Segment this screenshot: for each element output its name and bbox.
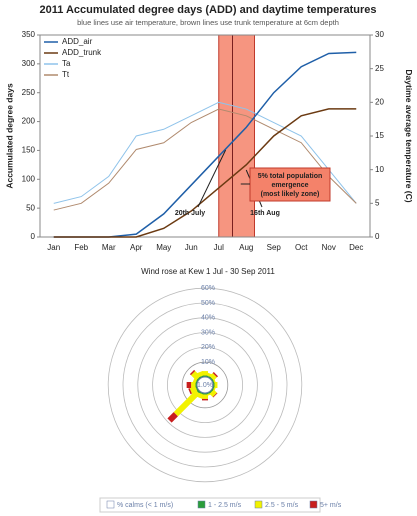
chart-subtitle: blue lines use air temperature, brown li… — [77, 18, 339, 27]
legend-label: Tt — [62, 70, 70, 79]
radial-ring — [122, 302, 288, 468]
y-tick-label: 0 — [31, 232, 36, 241]
series-line — [53, 101, 357, 204]
y-axis-label: Accumulated degree days — [4, 83, 14, 189]
legend-label: % calms (< 1 m/s) — [117, 502, 173, 509]
rose-segment — [205, 372, 213, 378]
calms-label: 1.0% — [197, 382, 213, 389]
rose-segment — [209, 389, 217, 397]
rose-segment — [196, 392, 205, 400]
legend-label: Ta — [62, 59, 71, 68]
annotation-arrow — [197, 149, 227, 208]
x-tick-label: Mar — [102, 243, 116, 252]
plot-frame — [39, 34, 371, 238]
y-tick-label: 150 — [22, 146, 36, 155]
y2-tick-label: 25 — [375, 64, 384, 73]
y-tick-label: 250 — [22, 88, 36, 97]
x-tick-label: Jan — [47, 243, 60, 252]
x-tick-label: Sep — [267, 243, 282, 252]
y2-tick-label: 5 — [375, 198, 380, 207]
annotation: emergence — [272, 182, 309, 189]
radial-tick-label: 10% — [201, 359, 215, 366]
rose-segment — [212, 392, 218, 398]
legend-label: 1 - 2.5 m/s — [208, 502, 242, 509]
rose-segment — [196, 370, 205, 378]
radial-ring — [152, 332, 258, 438]
legend-label: 5+ m/s — [320, 502, 342, 509]
rose-segment — [212, 385, 217, 392]
annotation: 20th July — [175, 210, 205, 217]
x-tick-label: Oct — [295, 243, 308, 252]
legend-label: 2.5 - 5 m/s — [265, 502, 299, 509]
legend-frame — [99, 497, 321, 513]
rose-segment — [188, 388, 192, 395]
rose-segment — [173, 390, 200, 417]
legend-label: ADD_air — [62, 37, 93, 46]
radial-ring — [137, 317, 273, 453]
radial-tick-label: 30% — [201, 329, 215, 336]
x-tick-label: Dec — [349, 243, 363, 252]
y-tick-label: 100 — [22, 174, 36, 183]
radial-ring — [181, 361, 229, 409]
annotation: 16th Aug — [250, 210, 280, 217]
series-line — [53, 108, 357, 238]
y2-tick-label: 30 — [375, 30, 384, 39]
x-tick-label: Feb — [74, 243, 88, 252]
rose-segment — [209, 373, 217, 381]
y-tick-label: 300 — [22, 59, 36, 68]
x-tick-label: Jul — [214, 243, 224, 252]
y2-axis-label: Daytime average temperature (C) — [404, 69, 414, 202]
calms-circle — [196, 376, 214, 394]
annotation: 5% total population — [258, 173, 323, 180]
rose-segment — [212, 371, 219, 378]
x-tick-label: Jun — [185, 243, 198, 252]
rose-segment — [192, 377, 198, 385]
legend-swatch — [309, 500, 318, 509]
legend-swatch — [197, 500, 206, 509]
emergence-zone — [218, 34, 255, 238]
radial-tick-label: 40% — [201, 315, 215, 322]
radial-tick-label: 50% — [201, 300, 215, 307]
y2-tick-label: 10 — [375, 165, 384, 174]
annotation: (most likely zone) — [261, 191, 320, 198]
annotation-box — [249, 167, 331, 202]
rose-segment — [189, 369, 196, 376]
y-tick-label: 200 — [22, 117, 36, 126]
legend-label: ADD_trunk — [62, 48, 102, 57]
series-line — [53, 108, 357, 211]
rose-segment — [212, 378, 217, 385]
legend-swatch — [254, 500, 263, 509]
rose-segment — [205, 392, 212, 397]
radial-tick-label: 60% — [201, 285, 215, 292]
windrose-title: Wind rose at Kew 1 Jul - 30 Sep 2011 — [141, 267, 275, 276]
x-tick-label: Aug — [239, 243, 253, 252]
y-tick-label: 350 — [22, 30, 36, 39]
y-tick-label: 50 — [26, 203, 35, 212]
x-tick-label: Nov — [322, 243, 336, 252]
y2-tick-label: 20 — [375, 97, 384, 106]
radial-ring — [166, 346, 243, 423]
radial-ring — [107, 287, 303, 483]
y2-tick-label: 15 — [375, 131, 384, 140]
legend-swatch — [106, 500, 115, 509]
rose-segment — [190, 370, 201, 381]
x-tick-label: May — [156, 243, 171, 252]
rose-segment — [189, 385, 198, 394]
rose-segment — [167, 412, 178, 423]
y2-tick-label: 0 — [375, 232, 380, 241]
x-tick-label: Apr — [130, 243, 143, 252]
chart-title: 2011 Accumulated degree days (ADD) and d… — [39, 4, 376, 16]
radial-tick-label: 20% — [201, 344, 215, 351]
